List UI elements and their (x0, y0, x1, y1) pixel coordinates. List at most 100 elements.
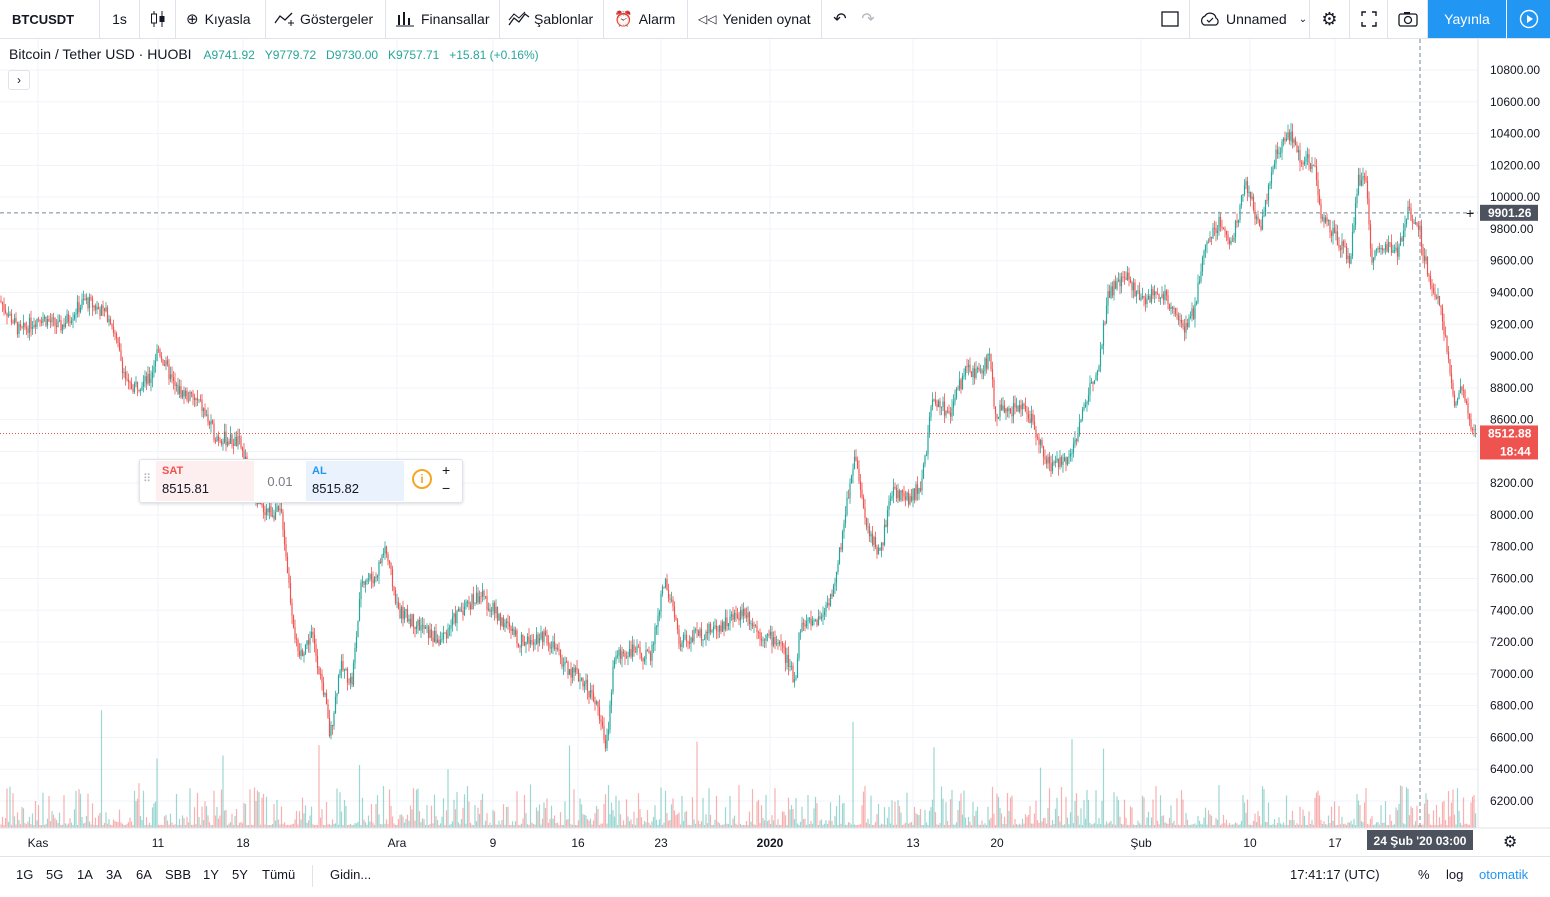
volume-bar (199, 824, 202, 828)
interval-button[interactable]: 1s (100, 0, 140, 38)
financials-button[interactable]: Finansallar (386, 0, 500, 38)
volume-bar (1128, 824, 1130, 828)
alert-button[interactable]: ⏰ Alarm (604, 0, 688, 38)
volume-bar (193, 807, 196, 828)
volume-bar (1123, 799, 1126, 828)
candle-body (1245, 181, 1247, 186)
undo-icon[interactable]: ↶ (833, 11, 847, 28)
candle-body (1270, 172, 1273, 184)
volume-bar (1185, 812, 1187, 828)
camera-icon[interactable] (1388, 0, 1428, 38)
candle-body (750, 623, 752, 625)
drag-handle-icon[interactable]: ⠿ (143, 473, 152, 485)
candle-body (577, 669, 580, 681)
range-button-2[interactable]: 1A (77, 867, 93, 882)
candle-body (1201, 257, 1204, 272)
price-axis[interactable]: 10800.0010600.0010400.0010200.0010000.00… (1477, 39, 1540, 828)
settings-gear-icon[interactable]: ⚙ (1310, 0, 1350, 38)
candle-body (771, 631, 773, 646)
range-button-5[interactable]: SBB (165, 867, 192, 882)
volume-bar (21, 806, 23, 828)
candle-body (432, 637, 434, 642)
candle-body (1027, 414, 1030, 419)
volume-bar (115, 821, 118, 828)
auto-scale-toggle[interactable]: otomatik (1479, 867, 1529, 882)
volume-bar (1285, 795, 1288, 828)
candle-body (279, 508, 281, 511)
series-title[interactable]: Bitcoin / Tether USD · HUOBI (9, 46, 192, 62)
volume-bar (531, 822, 533, 828)
volume-bar (315, 824, 317, 828)
volume-bar (1344, 823, 1346, 828)
volume-bar (345, 806, 347, 828)
candle-body (1248, 191, 1250, 193)
percent-toggle[interactable]: % (1418, 867, 1430, 882)
range-button-8[interactable]: Tümü (262, 867, 296, 882)
volume-bar (589, 818, 592, 828)
candle-body (381, 555, 383, 563)
volume-bar (520, 823, 523, 828)
replay-button[interactable]: ◁◁ Yeniden oynat (688, 0, 822, 38)
time-axis[interactable]: Kas 11 18 Ara 9 16 23 2020 13 20 Şub 10 17 24 Şub '20… (0, 827, 1550, 850)
volume-bar (550, 805, 553, 828)
volume-bar (249, 789, 251, 828)
chart-type-button[interactable] (140, 0, 176, 38)
candle-body (360, 582, 362, 600)
goto-date-button[interactable]: Gidin... (330, 867, 372, 882)
buy-button[interactable]: AL 8515.82 (306, 461, 404, 501)
candle-body (1147, 296, 1150, 300)
fullscreen-icon[interactable] (1350, 0, 1388, 38)
volume-bar (241, 823, 244, 828)
symbol-search[interactable]: BTCUSDT (0, 0, 100, 38)
candle-body (289, 583, 292, 603)
candle-body (709, 623, 712, 633)
sell-button[interactable]: SAT 8515.81 (156, 461, 254, 501)
range-button-1[interactable]: 5G (46, 867, 64, 882)
candle-body (793, 679, 796, 683)
candle-body (127, 379, 130, 382)
volume-bar (861, 805, 863, 828)
volume-bar (729, 795, 731, 828)
candle-body (877, 547, 880, 555)
candle-body (463, 606, 466, 616)
candle-body (1251, 196, 1253, 199)
plus-icon[interactable]: + (442, 462, 451, 478)
volume-bar (340, 811, 343, 828)
templates-button[interactable]: Şablonlar (500, 0, 604, 38)
candle-body (160, 356, 163, 360)
candle-body (61, 324, 64, 331)
indicators-button[interactable]: Göstergeler (266, 0, 386, 38)
volume-bar (1149, 824, 1151, 828)
candle-body (817, 616, 820, 626)
redo-icon[interactable]: ↷ (861, 11, 875, 28)
volume-bar (646, 809, 649, 828)
candle-body (511, 628, 514, 631)
candle-body (595, 701, 598, 704)
log-toggle[interactable]: log (1446, 867, 1464, 882)
fullscreen-select-button[interactable] (1150, 0, 1190, 38)
minus-icon[interactable]: − (442, 480, 451, 496)
legend-collapse-button[interactable]: › (8, 70, 30, 90)
candle-body (1206, 241, 1208, 245)
info-icon[interactable]: i (412, 469, 432, 489)
layout-button[interactable]: Unnamed ⌄ (1190, 0, 1310, 38)
volume-bar (1380, 805, 1382, 828)
candle-body (850, 475, 853, 484)
publish-button[interactable]: Yayınla (1428, 0, 1506, 38)
candle-body (1465, 400, 1468, 404)
volume-bar (1050, 824, 1052, 828)
price-tick-label: 10400.00 (1490, 127, 1540, 141)
range-button-4[interactable]: 6A (136, 867, 152, 882)
range-button-0[interactable]: 1G (16, 867, 34, 882)
volume-bar (82, 823, 85, 828)
axis-settings-gear-icon[interactable]: ⚙ (1503, 834, 1518, 851)
range-button-3[interactable]: 3A (106, 867, 122, 882)
range-button-6[interactable]: 1Y (203, 867, 219, 882)
compare-button[interactable]: ⊕ Kıyasla (176, 0, 266, 38)
volume-bar (783, 811, 785, 828)
volume-bar (1443, 800, 1445, 828)
utc-clock[interactable]: 17:41:17 (UTC) (1290, 867, 1380, 882)
publish-play-button[interactable] (1507, 0, 1550, 38)
price-chart[interactable]: + 10800.0010600.0010400.0010200.0010000.… (0, 39, 1550, 857)
range-button-7[interactable]: 5Y (232, 867, 248, 882)
